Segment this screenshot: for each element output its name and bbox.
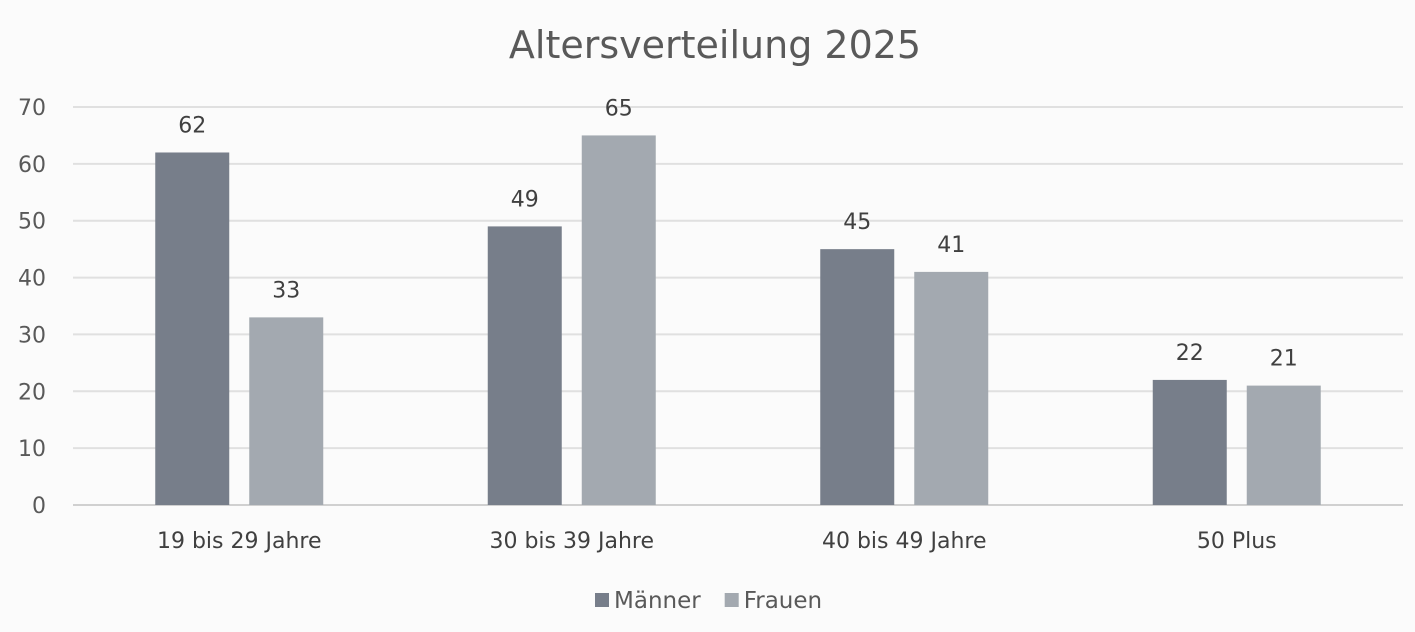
bar-männer xyxy=(155,152,230,505)
y-tick-label: 70 xyxy=(18,96,46,121)
legend-swatch xyxy=(724,593,739,607)
bar-männer xyxy=(820,249,895,505)
bar-männer xyxy=(487,226,562,505)
legend-label: Frauen xyxy=(744,588,822,614)
y-tick-label: 20 xyxy=(18,380,46,405)
data-label: 65 xyxy=(605,96,633,121)
legend-swatch xyxy=(595,593,609,607)
data-label: 45 xyxy=(843,210,871,235)
y-tick-label: 0 xyxy=(32,494,46,519)
chart-title: Altersverteilung 2025 xyxy=(509,23,921,67)
legend-label: Männer xyxy=(614,588,701,614)
bar-frauen xyxy=(581,135,656,505)
data-label: 21 xyxy=(1270,347,1298,372)
data-label: 22 xyxy=(1176,341,1204,366)
bar-männer xyxy=(1152,379,1227,505)
y-tick-label: 30 xyxy=(18,323,46,348)
x-tick-label: 50 Plus xyxy=(1197,529,1277,554)
x-tick-label: 30 bis 39 Jahre xyxy=(489,529,654,554)
bar-frauen xyxy=(1246,385,1321,505)
data-label: 41 xyxy=(937,233,965,258)
data-label: 33 xyxy=(272,278,300,303)
y-tick-label: 50 xyxy=(18,210,46,235)
y-tick-label: 10 xyxy=(18,437,46,462)
x-tick-label: 40 bis 49 Jahre xyxy=(822,529,987,554)
y-tick-label: 40 xyxy=(18,267,46,292)
y-tick-label: 60 xyxy=(18,153,46,178)
bar-frauen xyxy=(914,271,989,505)
x-tick-label: 19 bis 29 Jahre xyxy=(157,529,322,554)
bar-frauen xyxy=(249,317,324,505)
data-label: 49 xyxy=(511,187,539,212)
data-label: 62 xyxy=(178,113,206,138)
